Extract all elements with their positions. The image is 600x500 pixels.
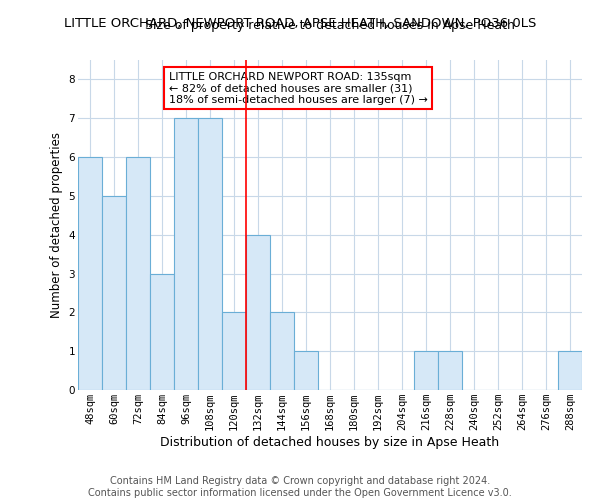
X-axis label: Distribution of detached houses by size in Apse Heath: Distribution of detached houses by size … <box>160 436 500 449</box>
Y-axis label: Number of detached properties: Number of detached properties <box>50 132 63 318</box>
Bar <box>102 196 126 390</box>
Bar <box>150 274 174 390</box>
Bar <box>198 118 222 390</box>
Bar <box>414 351 438 390</box>
Text: LITTLE ORCHARD, NEWPORT ROAD, APSE HEATH, SANDOWN, PO36 0LS: LITTLE ORCHARD, NEWPORT ROAD, APSE HEATH… <box>64 18 536 30</box>
Bar <box>126 157 150 390</box>
Bar <box>174 118 198 390</box>
Text: Contains HM Land Registry data © Crown copyright and database right 2024.
Contai: Contains HM Land Registry data © Crown c… <box>88 476 512 498</box>
Bar <box>558 351 582 390</box>
Bar <box>222 312 246 390</box>
Bar <box>270 312 294 390</box>
Bar <box>78 157 102 390</box>
Bar <box>294 351 318 390</box>
Bar <box>246 234 270 390</box>
Text: LITTLE ORCHARD NEWPORT ROAD: 135sqm
← 82% of detached houses are smaller (31)
18: LITTLE ORCHARD NEWPORT ROAD: 135sqm ← 82… <box>169 72 428 105</box>
Title: Size of property relative to detached houses in Apse Heath: Size of property relative to detached ho… <box>145 20 515 32</box>
Bar <box>438 351 462 390</box>
